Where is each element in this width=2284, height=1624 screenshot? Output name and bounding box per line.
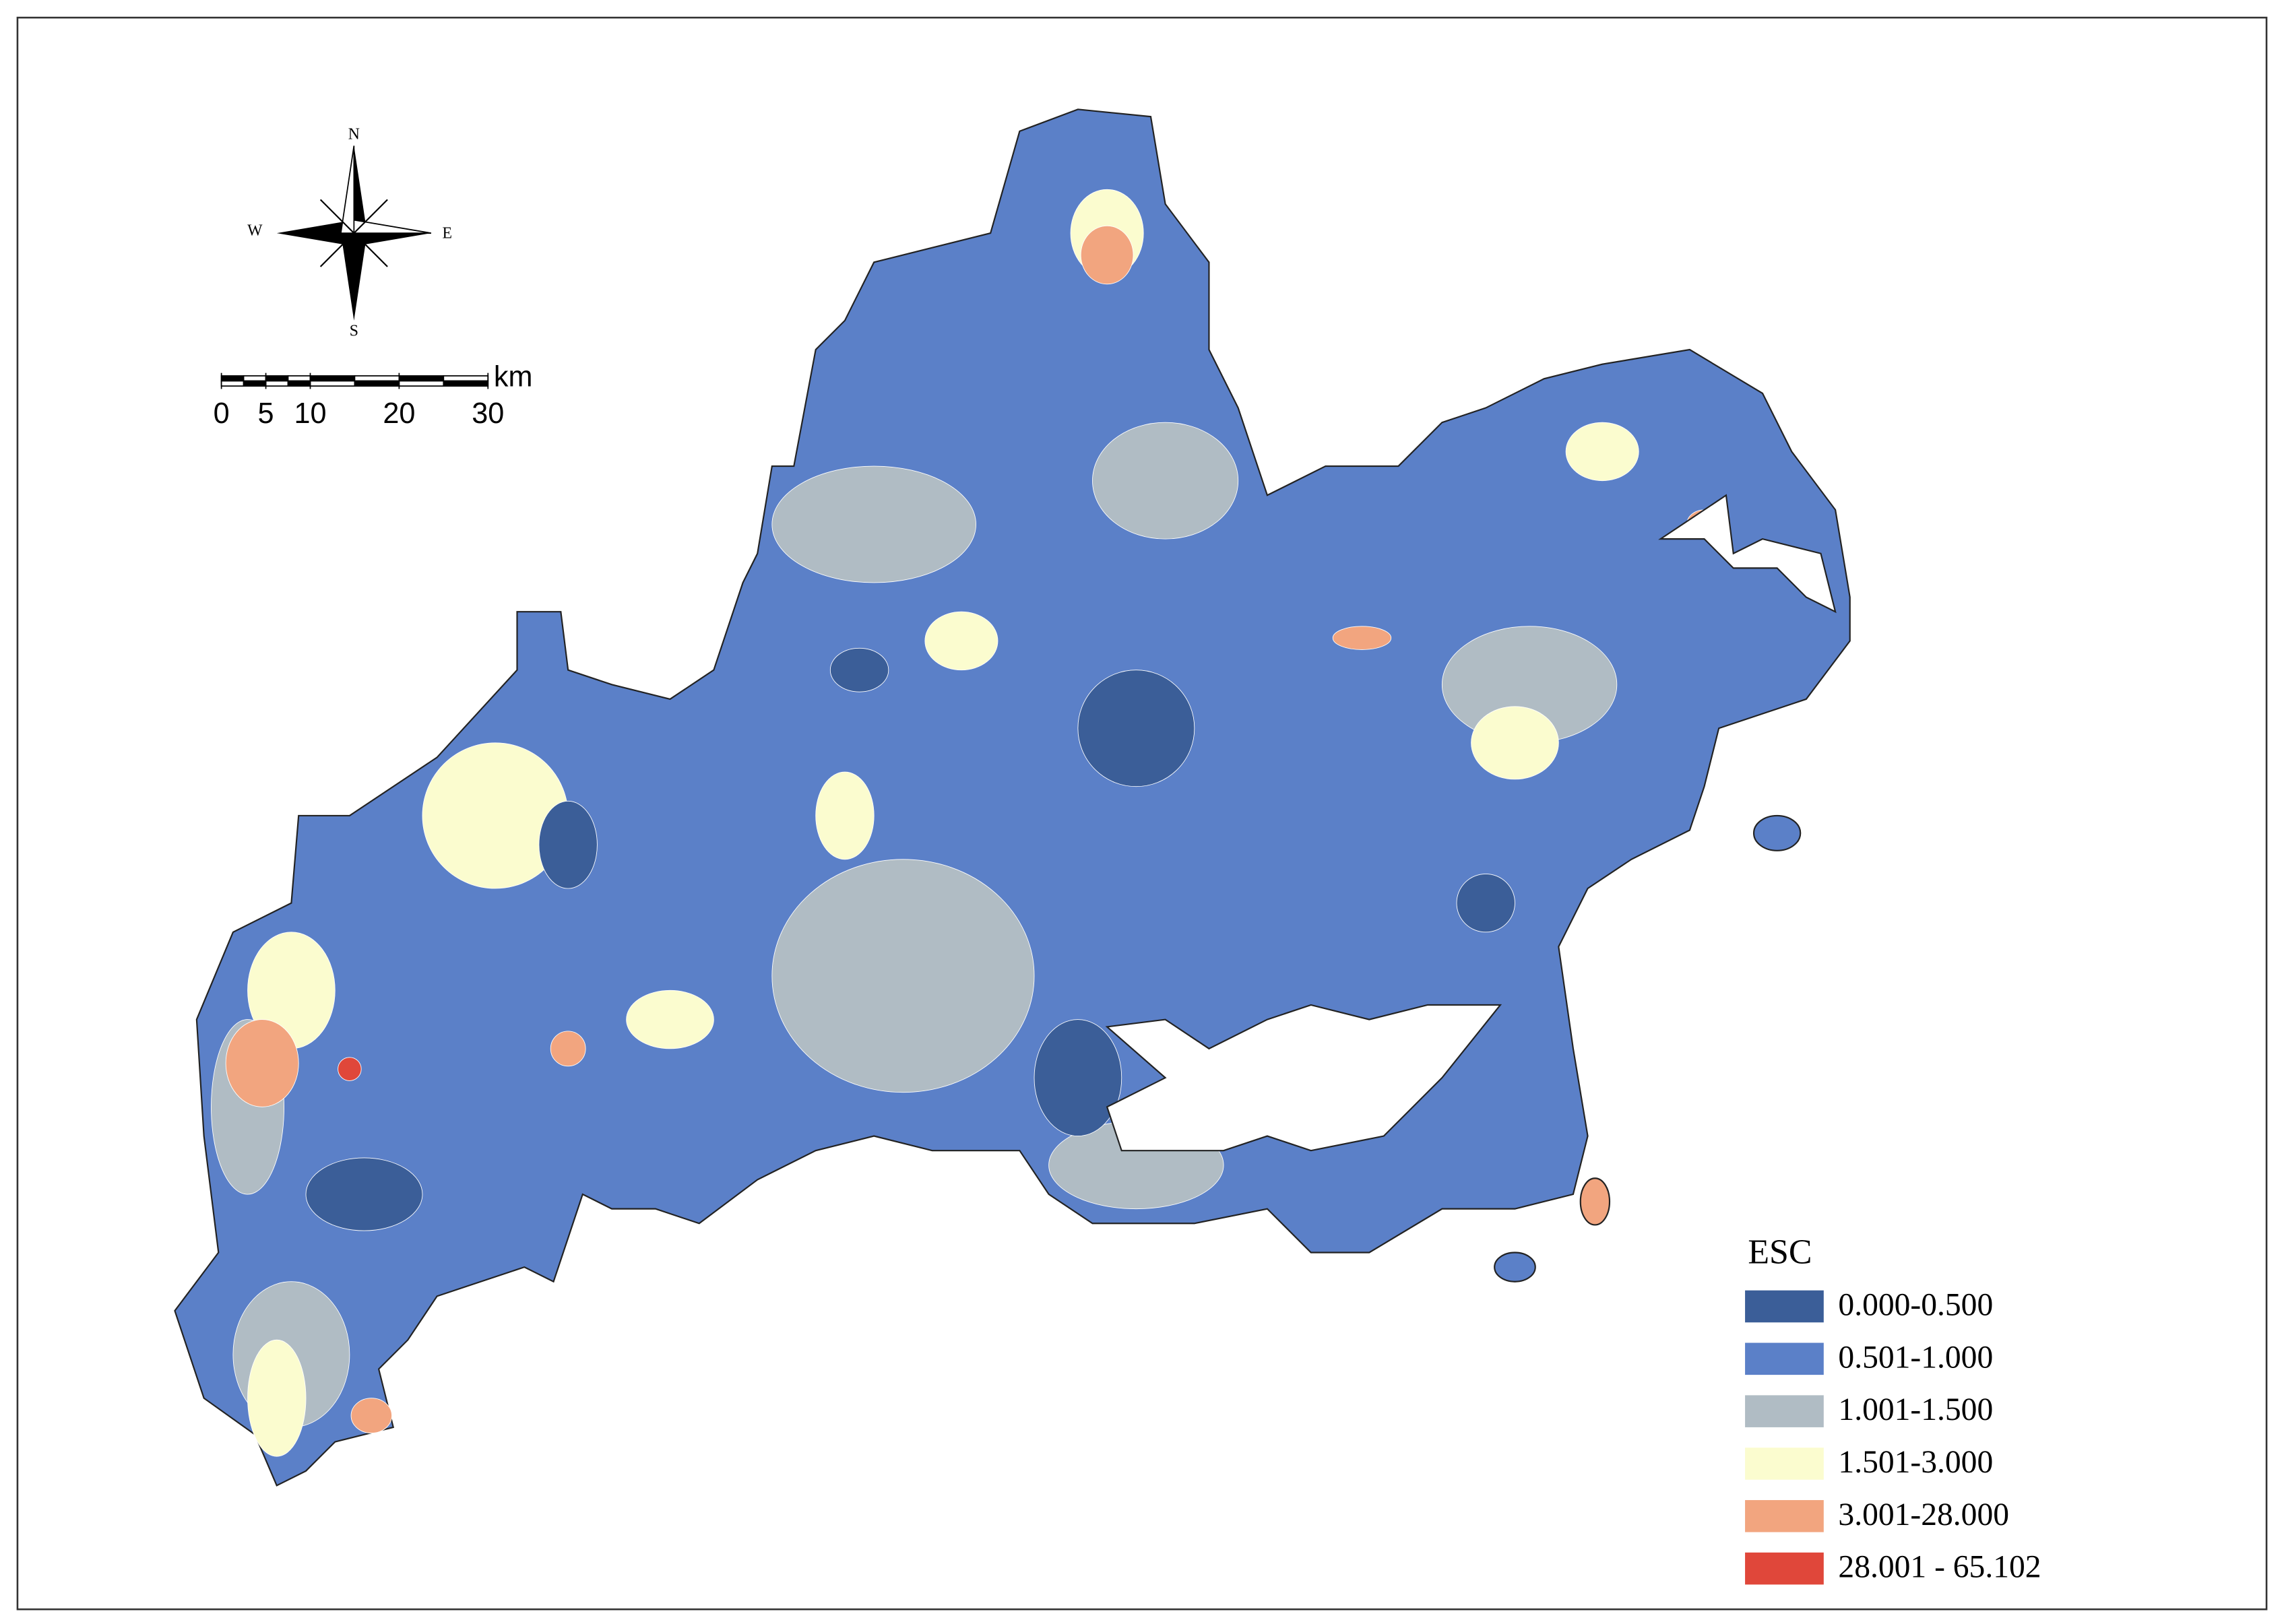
compass-east: E bbox=[442, 225, 452, 242]
unit bbox=[550, 1031, 586, 1067]
scale-tick-label: 30 bbox=[472, 397, 504, 430]
scale-unit: km bbox=[494, 361, 533, 393]
legend-label: 0.000-0.500 bbox=[1838, 1288, 1993, 1323]
scale-segment bbox=[398, 375, 445, 382]
island bbox=[1752, 814, 1802, 851]
scale-segment bbox=[309, 375, 356, 382]
unit bbox=[626, 989, 714, 1049]
compass-south: S bbox=[350, 323, 358, 340]
scale-tick-label: 5 bbox=[258, 397, 274, 430]
unit bbox=[225, 1019, 299, 1107]
unit bbox=[924, 611, 998, 671]
scale-bar: km 0 5 10 20 30 bbox=[214, 361, 533, 430]
units bbox=[211, 189, 1722, 1457]
unit bbox=[1471, 706, 1559, 780]
scale-segment bbox=[220, 375, 245, 382]
legend-label: 28.001 - 65.102 bbox=[1838, 1550, 2041, 1585]
unit bbox=[829, 647, 889, 692]
compass-star bbox=[353, 219, 432, 234]
compass: N S E W bbox=[247, 126, 452, 340]
compass-star bbox=[319, 199, 388, 267]
legend-swatch bbox=[1745, 1448, 1824, 1480]
scale-segment bbox=[287, 380, 311, 387]
scale-segment bbox=[443, 380, 489, 387]
region bbox=[174, 108, 1851, 1487]
scale-segment bbox=[398, 380, 445, 387]
unit bbox=[1080, 225, 1134, 285]
scale-segment bbox=[265, 375, 289, 382]
scale-segment bbox=[354, 375, 400, 382]
scale-segment bbox=[354, 380, 400, 387]
legend-swatch bbox=[1745, 1290, 1824, 1323]
compass-star bbox=[340, 145, 355, 234]
scale-segment bbox=[265, 380, 289, 387]
scale-segment bbox=[220, 380, 245, 387]
scale-tick-label: 20 bbox=[383, 397, 415, 430]
legend-label: 1.001-1.500 bbox=[1838, 1392, 1993, 1427]
legend-label: 0.501-1.000 bbox=[1838, 1340, 1993, 1375]
unit bbox=[350, 1398, 393, 1434]
unit bbox=[1332, 626, 1392, 650]
island bbox=[1494, 1252, 1536, 1282]
bay bbox=[1105, 1004, 1502, 1152]
legend-swatch bbox=[1745, 1395, 1824, 1427]
legend: ESC 0.000-0.500 0.501-1.000 1.001-1.500 1.5… bbox=[1745, 1233, 2041, 1585]
legend-swatch bbox=[1745, 1552, 1824, 1585]
unit bbox=[247, 1339, 307, 1457]
estuary bbox=[1658, 494, 1837, 614]
unit bbox=[305, 1157, 423, 1231]
legend-swatch bbox=[1745, 1342, 1824, 1375]
region-outline bbox=[174, 108, 1851, 1487]
scale-tick-label: 10 bbox=[294, 397, 326, 430]
island bbox=[1579, 1177, 1611, 1226]
scale-segment bbox=[243, 380, 267, 387]
scale-segment bbox=[443, 375, 489, 382]
compass-north: N bbox=[348, 126, 360, 143]
legend-label: 3.001-28.000 bbox=[1838, 1497, 2009, 1532]
unit bbox=[338, 1057, 362, 1081]
legend-label: 1.501-3.000 bbox=[1838, 1445, 1993, 1480]
unit bbox=[771, 465, 976, 583]
unit bbox=[771, 859, 1035, 1093]
unit bbox=[1092, 422, 1239, 540]
legend-title: ESC bbox=[1748, 1233, 1812, 1272]
scale-segment bbox=[309, 380, 356, 387]
unit bbox=[815, 771, 875, 860]
scale-tick-label: 0 bbox=[214, 397, 230, 430]
unit bbox=[1077, 670, 1195, 787]
legend-swatch bbox=[1745, 1500, 1824, 1532]
unit bbox=[538, 800, 598, 889]
scale-segment bbox=[243, 375, 267, 382]
unit bbox=[1456, 873, 1515, 933]
scale-segment bbox=[287, 375, 311, 382]
unit bbox=[1034, 1019, 1122, 1136]
compass-west: W bbox=[247, 222, 263, 239]
unit bbox=[1565, 422, 1639, 482]
